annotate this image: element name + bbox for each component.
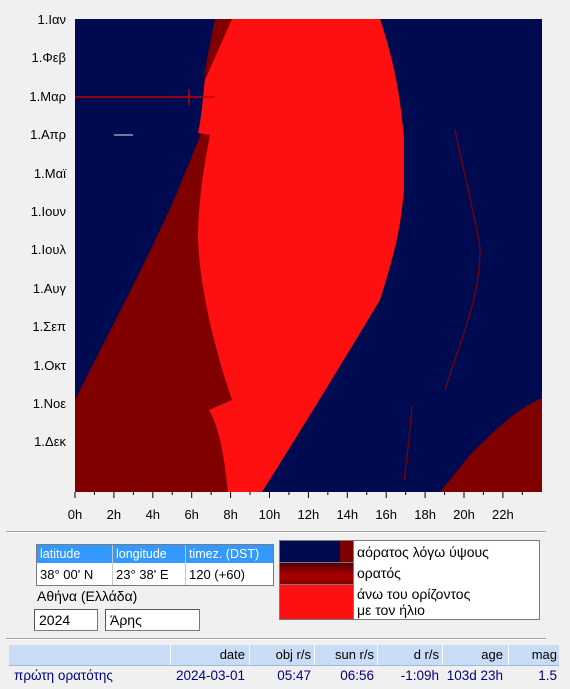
hour-label: 8h <box>223 507 238 522</box>
month-label: 1.Ιουν <box>30 204 66 219</box>
month-label: 1.Δεκ <box>34 434 66 450</box>
hour-label: 10h <box>258 507 281 522</box>
divider <box>112 545 113 585</box>
region-visible-morning <box>75 19 235 492</box>
col-divider <box>314 645 315 665</box>
timezone-value[interactable]: 120 (+60) <box>189 567 246 582</box>
month-label: 1.Νοε <box>32 396 66 411</box>
col-header-obj[interactable]: obj r/s <box>275 647 311 662</box>
row-sun: 06:56 <box>340 668 374 683</box>
hour-label: 12h <box>297 507 320 522</box>
hour-label: 18h <box>414 507 436 522</box>
hour-label: 16h <box>375 507 398 522</box>
hour-label: 20h <box>453 507 475 522</box>
curve-line-right-bottom <box>403 404 413 481</box>
month-label: 1.Ιαν <box>37 12 66 27</box>
latitude-value[interactable]: 38° 00' N <box>40 567 94 582</box>
hour-label: 22h <box>492 507 514 522</box>
latitude-header: latitude <box>37 545 112 563</box>
legend-swatch-sun <box>280 584 354 619</box>
region-visible-evening <box>440 398 542 492</box>
results-row[interactable]: πρώτη ορατότης 2024-03-01 05:47 06:56 -1… <box>9 666 559 688</box>
legend-swatch-invisible <box>280 541 354 562</box>
x-axis-ticks <box>74 492 523 498</box>
location-table: latitude longitude timez. (DST) 38° 00' … <box>36 544 274 586</box>
curve-line-right <box>444 129 481 391</box>
row-event: πρώτη ορατότης <box>14 668 113 683</box>
row-obj: 05:47 <box>277 668 311 683</box>
col-header-mag[interactable]: mag <box>531 647 557 662</box>
month-label: 1.Μαρ <box>29 88 66 104</box>
legend-swatch-visible <box>280 562 354 584</box>
legend-label-sun-1: άνω του ορίζοντος <box>357 586 471 602</box>
hour-label: 14h <box>336 507 359 522</box>
place-label: Αθήνα (Ελλάδα) <box>37 588 138 604</box>
longitude-value[interactable]: 23° 38' E <box>116 567 169 582</box>
col-divider <box>170 645 171 665</box>
col-header-d[interactable]: d r/s <box>413 647 439 662</box>
region-sun <box>198 19 404 492</box>
month-label: 1.Απρ <box>30 127 66 143</box>
divider <box>185 545 186 585</box>
timezone-header: timez. (DST) <box>186 545 273 563</box>
col-divider <box>249 645 250 665</box>
year-field[interactable]: 2024 <box>34 609 98 631</box>
hour-label: 0h <box>67 507 83 522</box>
legend-label-visible: ορατός <box>357 565 401 581</box>
month-label: 1.Οκτ <box>33 357 66 373</box>
object-field[interactable]: Άρης <box>105 609 200 631</box>
results-header: date obj r/s sun r/s d r/s age mag <box>9 645 559 666</box>
row-d: -1:09h <box>400 668 439 683</box>
col-header-age[interactable]: age <box>481 647 503 662</box>
month-label: 1.Σεπ <box>32 319 66 335</box>
row-age: 103d 23h <box>446 668 503 683</box>
visibility-chart <box>74 19 542 498</box>
hour-label: 4h <box>145 507 161 522</box>
row-date: 2024-03-01 <box>175 668 245 683</box>
col-divider <box>508 645 509 665</box>
col-divider <box>442 645 443 665</box>
separator-top <box>6 531 546 533</box>
hour-label: 2h <box>106 507 122 522</box>
col-header-date[interactable]: date <box>219 647 245 662</box>
month-label: 1.Ιουλ <box>30 242 66 258</box>
legend-label-invisible: αόρατος λόγω ύψους <box>357 544 489 560</box>
col-divider <box>377 645 378 665</box>
month-label: 1.Φεβ <box>31 50 67 66</box>
month-label: 1.Αυγ <box>32 280 66 296</box>
row-mag: 1.5 <box>538 668 557 683</box>
longitude-header: longitude <box>113 545 185 563</box>
legend: αόρατος λόγω ύψους ορατός άνω του ορίζον… <box>279 540 540 620</box>
col-header-sun[interactable]: sun r/s <box>334 647 374 662</box>
hour-label: 6h <box>184 507 199 522</box>
legend-label-sun-2: με τον ήλιο <box>357 602 425 618</box>
separator-bottom <box>6 638 546 640</box>
month-label: 1.Μαϊ <box>33 165 66 181</box>
